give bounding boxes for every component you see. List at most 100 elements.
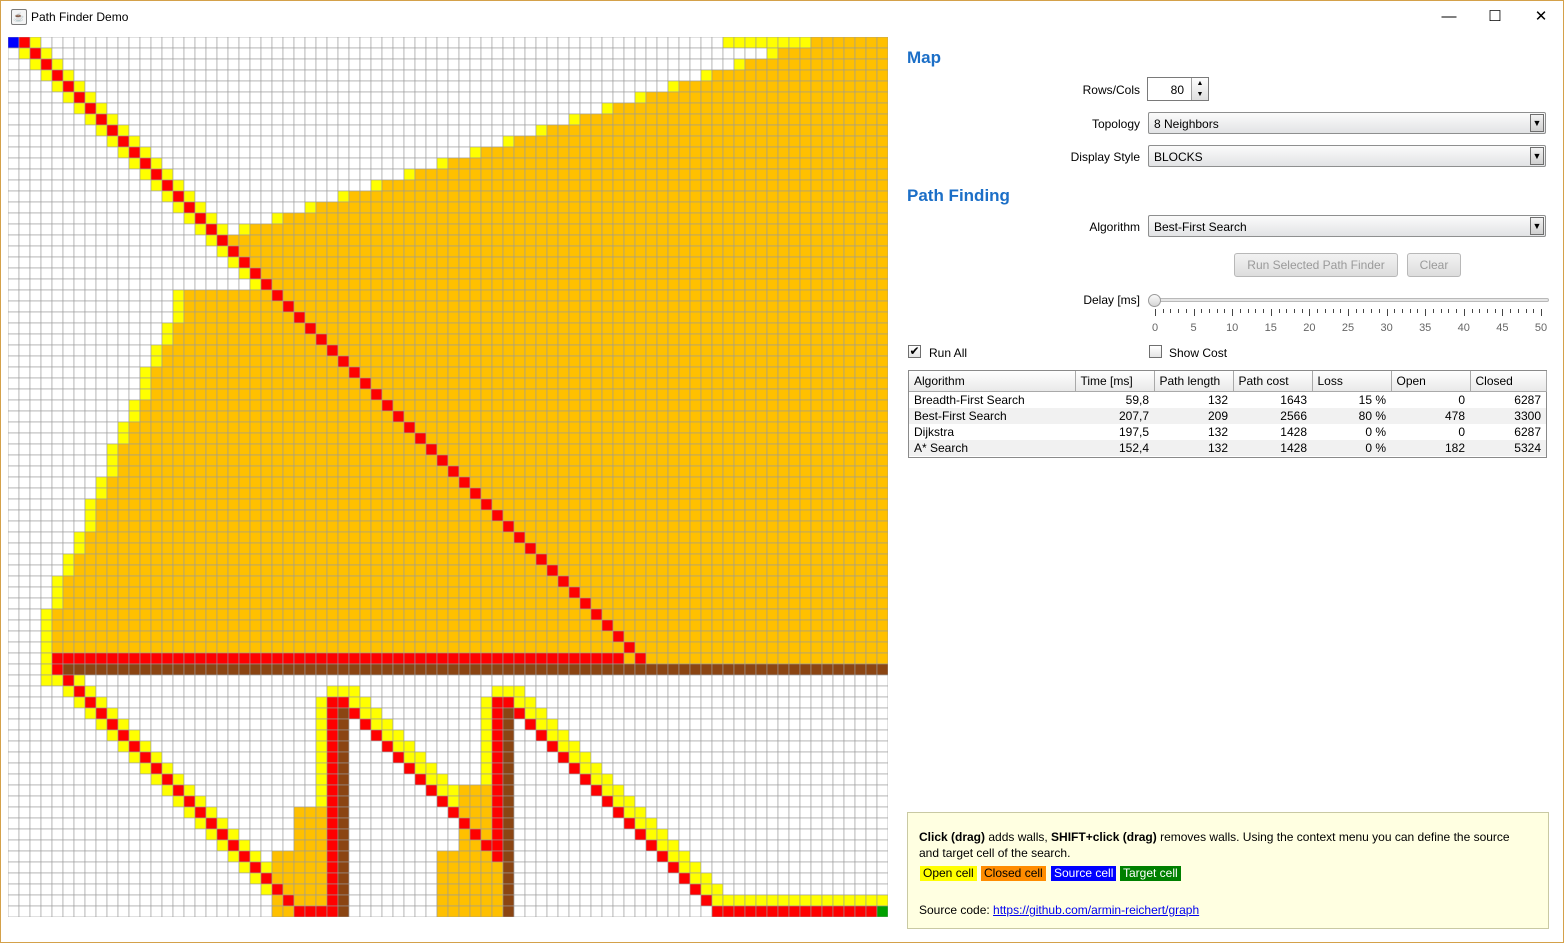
closed-cell[interactable] (205, 542, 218, 555)
closed-cell[interactable] (656, 487, 669, 500)
closed-cell[interactable] (656, 520, 669, 533)
closed-cell[interactable] (843, 113, 856, 126)
closed-cell[interactable] (546, 366, 559, 379)
closed-cell[interactable] (359, 542, 372, 555)
closed-cell[interactable] (337, 267, 350, 280)
closed-cell[interactable] (546, 641, 559, 654)
closed-cell[interactable] (249, 410, 262, 423)
closed-cell[interactable] (128, 564, 141, 577)
empty-cell[interactable] (106, 300, 119, 313)
empty-cell[interactable] (216, 267, 229, 280)
closed-cell[interactable] (502, 443, 515, 456)
closed-cell[interactable] (788, 564, 801, 577)
path-cell[interactable] (117, 135, 130, 148)
closed-cell[interactable] (348, 476, 361, 489)
closed-cell[interactable] (777, 344, 790, 357)
closed-cell[interactable] (623, 201, 636, 214)
closed-cell[interactable] (568, 553, 581, 566)
closed-cell[interactable] (161, 366, 174, 379)
closed-cell[interactable] (777, 322, 790, 335)
open-cell[interactable] (106, 113, 119, 126)
closed-cell[interactable] (788, 575, 801, 588)
empty-cell[interactable] (84, 366, 97, 379)
empty-cell[interactable] (194, 113, 207, 126)
empty-cell[interactable] (249, 47, 262, 60)
closed-cell[interactable] (854, 564, 867, 577)
closed-cell[interactable] (194, 311, 207, 324)
empty-cell[interactable] (304, 168, 317, 181)
empty-cell[interactable] (106, 179, 119, 192)
empty-cell[interactable] (227, 47, 240, 60)
empty-cell[interactable] (392, 696, 405, 709)
empty-cell[interactable] (436, 91, 449, 104)
closed-cell[interactable] (689, 410, 702, 423)
wall-cell[interactable] (436, 663, 449, 676)
closed-cell[interactable] (546, 630, 559, 643)
path-cell[interactable] (326, 652, 339, 665)
closed-cell[interactable] (832, 234, 845, 247)
closed-cell[interactable] (161, 608, 174, 621)
closed-cell[interactable] (337, 454, 350, 467)
closed-cell[interactable] (656, 399, 669, 412)
map-grid[interactable] (8, 37, 888, 917)
empty-cell[interactable] (403, 707, 416, 720)
path-cell[interactable] (502, 696, 515, 709)
closed-cell[interactable] (722, 113, 735, 126)
closed-cell[interactable] (667, 146, 680, 159)
open-cell[interactable] (337, 190, 350, 203)
closed-cell[interactable] (392, 575, 405, 588)
empty-cell[interactable] (8, 113, 20, 126)
closed-cell[interactable] (337, 322, 350, 335)
closed-cell[interactable] (513, 597, 526, 610)
empty-cell[interactable] (876, 696, 888, 709)
empty-cell[interactable] (744, 47, 757, 60)
empty-cell[interactable] (557, 685, 570, 698)
closed-cell[interactable] (271, 333, 284, 346)
empty-cell[interactable] (139, 91, 152, 104)
empty-cell[interactable] (227, 69, 240, 82)
path-cell[interactable] (293, 652, 306, 665)
path-cell[interactable] (227, 245, 240, 258)
closed-cell[interactable] (348, 245, 361, 258)
closed-cell[interactable] (601, 388, 614, 401)
closed-cell[interactable] (711, 234, 724, 247)
closed-cell[interactable] (425, 267, 438, 280)
closed-cell[interactable] (161, 454, 174, 467)
closed-cell[interactable] (194, 388, 207, 401)
closed-cell[interactable] (700, 102, 713, 115)
closed-cell[interactable] (249, 344, 262, 357)
closed-cell[interactable] (711, 531, 724, 544)
closed-cell[interactable] (315, 344, 328, 357)
closed-cell[interactable] (381, 245, 394, 258)
closed-cell[interactable] (645, 564, 658, 577)
closed-cell[interactable] (238, 454, 251, 467)
closed-cell[interactable] (854, 498, 867, 511)
closed-cell[interactable] (502, 421, 515, 434)
closed-cell[interactable] (568, 267, 581, 280)
closed-cell[interactable] (788, 366, 801, 379)
closed-cell[interactable] (502, 344, 515, 357)
empty-cell[interactable] (139, 37, 152, 49)
closed-cell[interactable] (62, 575, 75, 588)
closed-cell[interactable] (788, 355, 801, 368)
closed-cell[interactable] (777, 630, 790, 643)
closed-cell[interactable] (832, 465, 845, 478)
closed-cell[interactable] (579, 421, 592, 434)
closed-cell[interactable] (766, 91, 779, 104)
empty-cell[interactable] (62, 410, 75, 423)
closed-cell[interactable] (821, 388, 834, 401)
path-cell[interactable] (282, 300, 295, 313)
closed-cell[interactable] (601, 641, 614, 654)
empty-cell[interactable] (205, 37, 218, 49)
closed-cell[interactable] (601, 333, 614, 346)
closed-cell[interactable] (821, 124, 834, 137)
path-cell[interactable] (458, 476, 471, 489)
closed-cell[interactable] (293, 465, 306, 478)
empty-cell[interactable] (282, 168, 295, 181)
closed-cell[interactable] (403, 278, 416, 291)
closed-cell[interactable] (469, 212, 482, 225)
closed-cell[interactable] (645, 223, 658, 236)
empty-cell[interactable] (293, 674, 306, 687)
closed-cell[interactable] (667, 465, 680, 478)
closed-cell[interactable] (579, 443, 592, 456)
